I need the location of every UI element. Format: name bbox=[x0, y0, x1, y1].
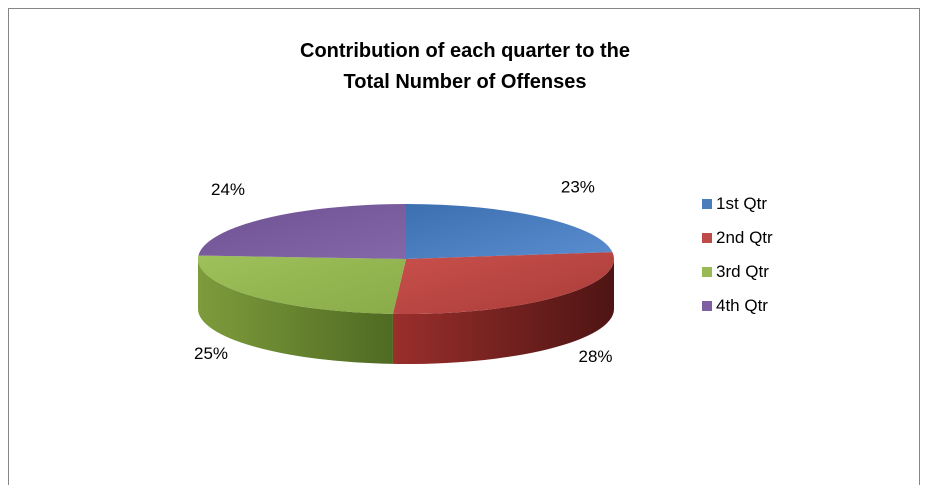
chart-title-line-2: Total Number of Offenses bbox=[343, 71, 587, 93]
pie-chart: 23% 28% 25% 24% bbox=[194, 178, 614, 366]
legend-label-4th-qtr: 4th Qtr bbox=[716, 296, 768, 315]
legend-item-1st-qtr: 1st Qtr bbox=[702, 187, 832, 221]
legend-item-4th-qtr: 4th Qtr bbox=[702, 289, 832, 323]
data-label-2nd-qtr: 28% bbox=[578, 347, 612, 366]
legend-swatch-4th-qtr bbox=[702, 301, 712, 311]
legend-swatch-2nd-qtr bbox=[702, 233, 712, 243]
legend-item-3rd-qtr: 3rd Qtr bbox=[702, 255, 832, 289]
pie-tops bbox=[198, 204, 614, 314]
legend-label-1st-qtr: 1st Qtr bbox=[716, 194, 768, 213]
data-label-4th-qtr: 24% bbox=[211, 180, 245, 199]
legend-item-2nd-qtr: 2nd Qtr bbox=[702, 221, 832, 255]
pie-side-2nd-qtr bbox=[392, 259, 614, 365]
legend-swatch-3rd-qtr bbox=[702, 267, 712, 277]
pie-slice-2nd-qtr bbox=[392, 252, 614, 314]
data-label-3rd-qtr: 25% bbox=[194, 344, 228, 363]
pie-slice-4th-qtr bbox=[198, 204, 406, 259]
chart-title: Contribution of each quarter to the Tota… bbox=[9, 36, 921, 98]
chart-title-line-1: Contribution of each quarter to the bbox=[300, 40, 630, 62]
pie-slice-1st-qtr bbox=[406, 204, 613, 259]
legend-swatch-1st-qtr bbox=[702, 199, 712, 209]
pie-slice-3rd-qtr bbox=[198, 255, 406, 314]
pie-side-3rd-qtr bbox=[198, 259, 393, 364]
pie-sides bbox=[198, 259, 614, 365]
legend-label-3rd-qtr: 3rd Qtr bbox=[716, 262, 769, 281]
legend: 1st Qtr 2nd Qtr 3rd Qtr 4th Qtr bbox=[702, 187, 832, 323]
chart-area: Contribution of each quarter to the Tota… bbox=[8, 8, 920, 485]
legend-label-2nd-qtr: 2nd Qtr bbox=[716, 228, 773, 247]
pie-data-labels: 23% 28% 25% 24% bbox=[194, 178, 613, 366]
data-label-1st-qtr: 23% bbox=[561, 178, 595, 197]
